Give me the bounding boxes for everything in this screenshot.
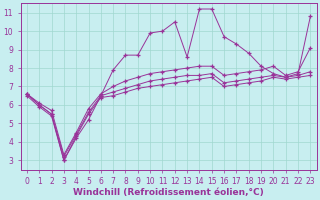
X-axis label: Windchill (Refroidissement éolien,°C): Windchill (Refroidissement éolien,°C): [73, 188, 264, 197]
